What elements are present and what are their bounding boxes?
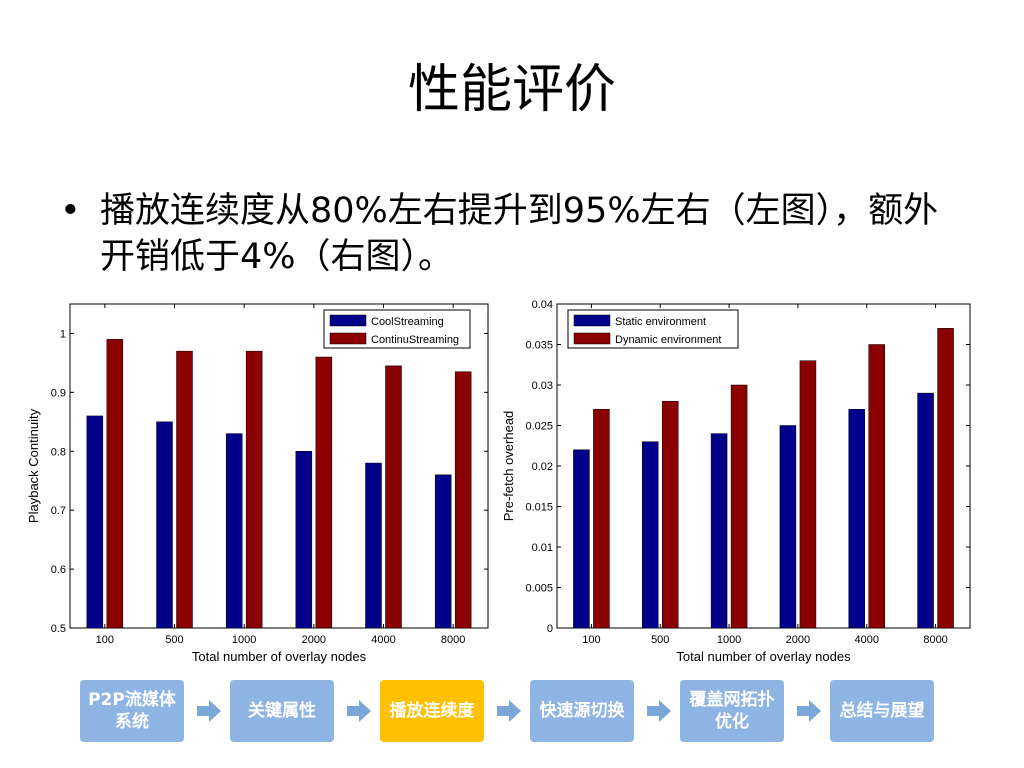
x-tick-label: 500 (651, 634, 669, 646)
bar-series2 (454, 371, 472, 629)
legend-swatch (573, 332, 611, 345)
bar-series1 (86, 415, 104, 629)
x-tick-label: 500 (165, 634, 183, 646)
bar-series2 (937, 328, 954, 629)
bar-series2 (245, 350, 263, 629)
bar-series1 (642, 441, 659, 629)
bar-series1 (848, 409, 865, 629)
y-tick-label: 0.01 (532, 542, 553, 554)
bar-series2 (662, 400, 679, 629)
y-tick-label: 0 (547, 623, 553, 635)
plot-area (69, 303, 489, 629)
bar-series2 (176, 350, 193, 629)
legend-label: ContinuStreaming (371, 334, 459, 346)
flow-step-summary[interactable]: 总结与展望 (830, 680, 934, 742)
y-tick-label: 0.7 (51, 505, 66, 517)
arrow-right-icon (347, 700, 371, 722)
x-tick-label: 1000 (717, 634, 741, 646)
flow-step-playback-continuity[interactable]: 播放连续度 (380, 680, 484, 742)
y-tick-label: 0.035 (525, 340, 553, 352)
playback-continuity-chart: 0.5 0.6 0.7 0.8 0.9 1 100 500 1000 2000 4000 8000 To… (20, 296, 500, 668)
flow-step-fast-source-switch[interactable]: 快速源切换 (530, 680, 634, 742)
legend-label: CoolStreaming (371, 316, 444, 328)
y-axis-label: Playback Continuity (26, 408, 41, 523)
y-tick-label: 0.6 (51, 564, 66, 576)
x-tick-label: 4000 (371, 634, 395, 646)
flow-step-overlay-optimization[interactable]: 覆盖网拓扑优化 (680, 680, 784, 742)
slide-title: 性能评价 (407, 60, 616, 120)
x-axis-label: Total number of overlay nodes (192, 649, 367, 664)
legend-swatch (329, 314, 367, 327)
bar-series2 (730, 384, 748, 629)
y-tick-label: 0.02 (532, 461, 553, 473)
bar-series1 (225, 433, 243, 629)
bar-series1 (156, 421, 173, 629)
arrow-right-icon (197, 700, 221, 722)
bar-series2 (593, 409, 610, 629)
bar-series1 (917, 392, 934, 629)
y-tick-label: 1 (60, 328, 66, 340)
x-tick-label: 1000 (232, 634, 256, 646)
y-tick-label: 0.8 (51, 446, 66, 458)
arrow-right-icon (647, 700, 671, 722)
x-tick-label: 100 (582, 634, 600, 646)
arrow-right-icon (797, 700, 821, 722)
x-axis-label: Total number of overlay nodes (676, 649, 851, 664)
legend-swatch (573, 314, 611, 327)
bar-series2 (799, 360, 817, 629)
bar-series1 (779, 425, 797, 629)
x-tick-label: 4000 (855, 634, 879, 646)
bullet-marker: • (60, 191, 81, 231)
y-tick-label: 0.03 (532, 380, 553, 392)
legend-swatch (329, 332, 367, 345)
playback-continuity-chart-svg: 0.5 0.6 0.7 0.8 0.9 1 100 500 1000 2000 4000 8000 To… (26, 303, 489, 664)
flow-step-key-properties[interactable]: 关键属性 (230, 680, 334, 742)
bar-series2 (385, 365, 402, 629)
x-tick-label: 2000 (302, 634, 326, 646)
x-tick-label: 8000 (923, 634, 947, 646)
bar-series1 (295, 451, 313, 629)
x-tick-label: 100 (96, 634, 114, 646)
arrow-right-icon (497, 700, 521, 722)
y-tick-label: 0.9 (51, 387, 66, 399)
bar-series1 (365, 462, 382, 629)
y-tick-label: 0.025 (525, 421, 553, 433)
bar-series2 (868, 344, 885, 629)
prefetch-overhead-chart: 0 0.005 0.01 0.015 0.02 0.025 0.03 0.035 0.04 100… (497, 296, 977, 668)
prefetch-overhead-chart-svg: 0 0.005 0.01 0.015 0.02 0.025 0.03 0.035 0.04 100… (501, 299, 971, 664)
bar-series2 (315, 356, 333, 629)
bar-series1 (710, 433, 728, 629)
flow-step-p2p-streaming[interactable]: P2P流媒体系统 (80, 680, 184, 742)
bullet-text: 播放连续度从80%左右提升到95%左右（左图），额外开销低于4%（右图）。 (100, 191, 939, 277)
plot-area (556, 303, 971, 629)
legend-label: Dynamic environment (615, 334, 721, 346)
bar-series1 (573, 449, 590, 629)
x-tick-label: 8000 (441, 634, 465, 646)
progress-flow: P2P流媒体系统 关键属性 播放连续度 快速源切换 覆盖网拓扑优化 总结与展望 (80, 680, 940, 744)
x-tick-label: 2000 (786, 634, 810, 646)
y-tick-label: 0.005 (525, 583, 553, 595)
y-tick-label: 0.5 (51, 623, 66, 635)
y-tick-label: 0.015 (525, 502, 553, 514)
y-axis-label: Pre-fetch overhead (501, 411, 516, 522)
y-tick-label: 0.04 (532, 299, 553, 311)
legend-label: Static environment (615, 316, 706, 328)
bar-series2 (106, 339, 124, 629)
bar-series1 (434, 474, 452, 629)
